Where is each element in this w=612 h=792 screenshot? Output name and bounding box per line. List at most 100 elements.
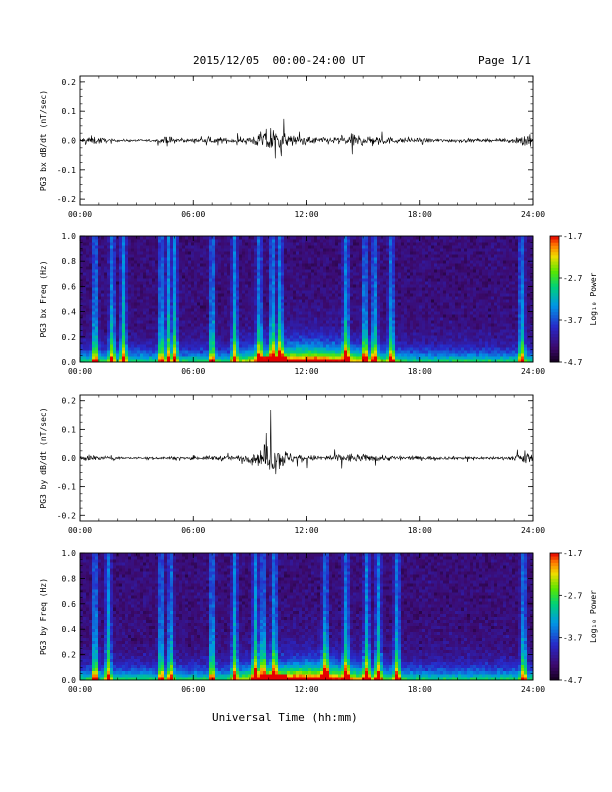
spectrogram-cell: [125, 263, 129, 267]
spectrogram-cell: [386, 287, 390, 291]
spectrogram-cell: [188, 344, 192, 348]
spectrogram-cell: [287, 344, 291, 348]
spectrogram-cell: [293, 332, 297, 336]
spectrogram-cell: [338, 347, 342, 351]
spectrogram-cell: [224, 251, 228, 255]
spectrogram-cell: [230, 359, 234, 363]
spectrogram-cell: [80, 317, 84, 321]
spectrogram-cell: [113, 263, 117, 267]
spectrogram-cell: [416, 278, 420, 282]
spectrogram-cell: [377, 287, 381, 291]
spectrogram-cell: [305, 275, 309, 279]
spectrogram-cell: [158, 272, 162, 276]
spectrogram-cell: [149, 335, 153, 339]
spectrogram-cell: [128, 242, 132, 246]
spectrogram-cell: [248, 323, 252, 327]
spectrogram-cell: [266, 332, 270, 336]
spectrogram-cell: [125, 296, 129, 300]
spectrogram-cell: [233, 320, 237, 324]
spectrogram-cell: [176, 251, 180, 255]
spectrogram-cell: [293, 245, 297, 249]
spectrogram-cell: [332, 248, 336, 252]
spectrogram-cell: [311, 356, 315, 360]
spectrogram-cell: [218, 314, 222, 318]
spectrogram-cell: [161, 299, 165, 303]
spectrogram-cell: [83, 266, 87, 270]
spectrogram-cell: [185, 353, 189, 357]
spectrogram-cell: [239, 275, 243, 279]
spectrogram-cell: [86, 353, 90, 357]
spectrogram-cell: [101, 353, 105, 357]
spectrogram-cell: [389, 320, 393, 324]
spectrogram-cell: [281, 242, 285, 246]
spectrogram-cell: [125, 254, 129, 258]
spectrogram-cell: [341, 272, 345, 276]
spectrogram-cell: [392, 326, 396, 330]
spectrogram-cell: [278, 260, 282, 264]
spectrogram-cell: [92, 356, 96, 360]
spectrogram-cell: [119, 281, 123, 285]
spectrogram-cell: [110, 248, 114, 252]
spectrogram-cell: [209, 338, 213, 342]
spectrogram-cell: [230, 314, 234, 318]
spectrogram-cell: [266, 236, 270, 240]
spectrogram-cell: [236, 236, 240, 240]
spectrogram-cell: [203, 287, 207, 291]
spectrogram-cell: [263, 254, 267, 258]
spectrogram-cell: [131, 242, 135, 246]
spectrogram-cell: [362, 326, 366, 330]
spectrogram-cell: [404, 314, 408, 318]
spectrogram-cell: [416, 359, 420, 363]
spectrogram-cell: [200, 341, 204, 345]
spectrogram-cell: [350, 347, 354, 351]
spectrogram-cell: [182, 329, 186, 333]
spectrogram-cell: [269, 338, 273, 342]
spectrogram-cell: [332, 359, 336, 363]
spectrogram-cell: [284, 353, 288, 357]
spectrogram-cell: [206, 251, 210, 255]
spectrogram-cell: [344, 278, 348, 282]
spectrogram-cell: [149, 347, 153, 351]
spectrogram-cell: [251, 272, 255, 276]
spectrogram-cell: [404, 302, 408, 306]
spectrogram-cell: [122, 302, 126, 306]
spectrogram-cell: [125, 326, 129, 330]
spectrogram-cell: [137, 338, 141, 342]
spectrogram-cell: [335, 305, 339, 309]
spectrogram-cell: [248, 239, 252, 243]
spectrogram-cell: [356, 269, 360, 273]
spectrogram-cell: [212, 248, 216, 252]
spectrogram-cell: [116, 323, 120, 327]
spectrogram-cell: [338, 317, 342, 321]
spectrogram-cell: [344, 317, 348, 321]
spectrogram-cell: [278, 359, 282, 363]
spectrogram-cell: [110, 287, 114, 291]
spectrogram-cell: [281, 299, 285, 303]
spectrogram-cell: [338, 314, 342, 318]
spectrogram-cell: [332, 236, 336, 240]
spectrogram-cell: [128, 251, 132, 255]
spectrogram-cell: [98, 323, 102, 327]
spectrogram-cell: [104, 344, 108, 348]
spectrogram-cell: [359, 275, 363, 279]
spectrogram-cell: [272, 278, 276, 282]
spectrogram-cell: [392, 245, 396, 249]
spectrogram-cell: [320, 356, 324, 360]
spectrogram-cell: [278, 302, 282, 306]
spectrogram-cell: [218, 266, 222, 270]
spectrogram-cell: [245, 323, 249, 327]
spectrogram-cell: [386, 332, 390, 336]
spectrogram-cell: [155, 305, 159, 309]
spectrogram-cell: [200, 242, 204, 246]
spectrogram-cell: [398, 296, 402, 300]
spectrogram-cell: [311, 299, 315, 303]
spectrogram-cell: [299, 356, 303, 360]
spectrogram-cell: [206, 245, 210, 249]
spectrogram-cell: [389, 284, 393, 288]
spectrogram-cell: [92, 311, 96, 315]
spectrogram-cell: [218, 320, 222, 324]
spectrogram-cell: [182, 290, 186, 294]
spectrogram-cell: [161, 323, 165, 327]
spectrogram-cell: [200, 290, 204, 294]
spectrogram-cell: [173, 317, 177, 321]
